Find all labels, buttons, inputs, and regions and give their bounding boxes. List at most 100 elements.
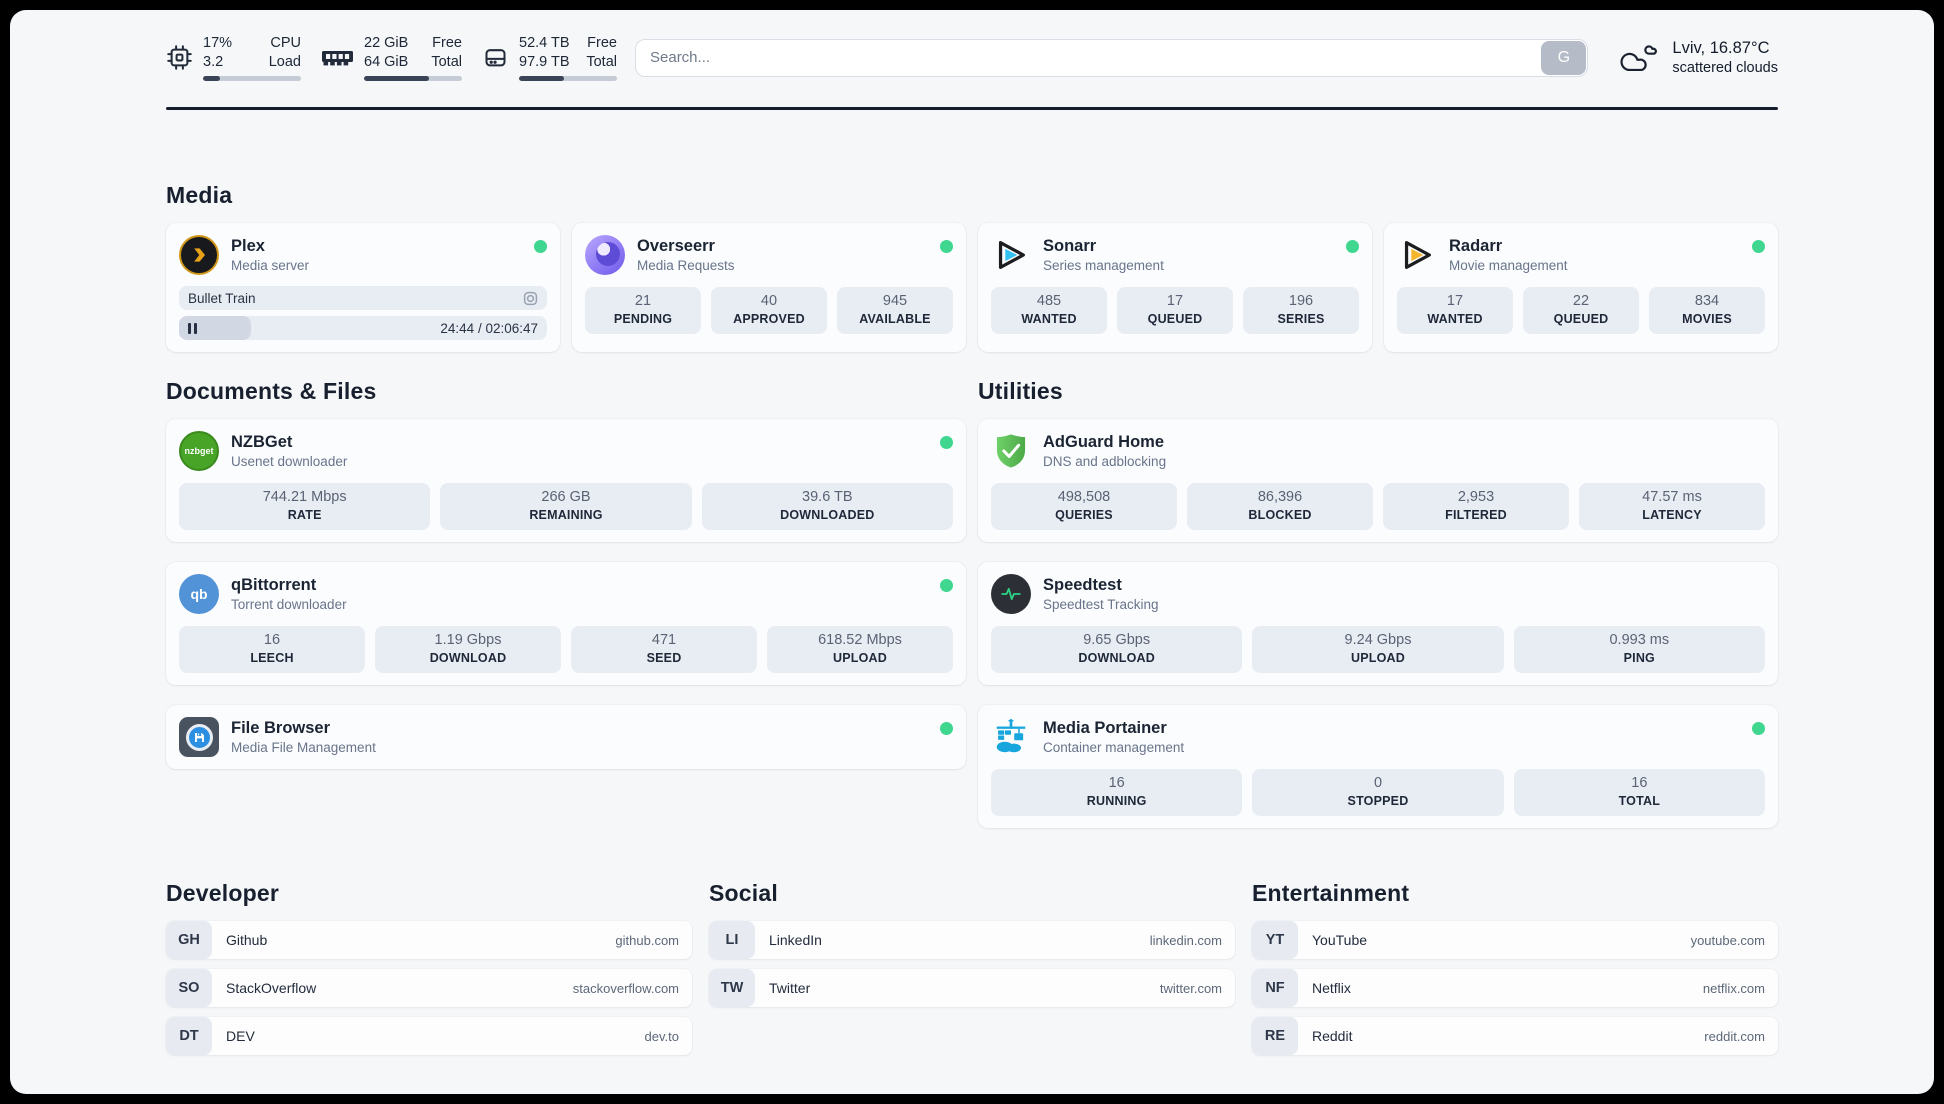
search-input[interactable] bbox=[635, 38, 1589, 77]
section-title-entertainment: Entertainment bbox=[1252, 880, 1410, 906]
stat-box: 196 SERIES bbox=[1243, 287, 1359, 334]
stat-label: BLOCKED bbox=[1248, 508, 1312, 522]
stat-box: 21 PENDING bbox=[585, 287, 701, 334]
bookmark-youtube[interactable]: YT YouTube youtube.com bbox=[1252, 921, 1778, 959]
stat-box: 39.6 TB DOWNLOADED bbox=[701, 483, 953, 530]
stat-value: 16 bbox=[1631, 775, 1648, 791]
status-dot bbox=[940, 722, 953, 735]
stat-box: 945 AVAILABLE bbox=[837, 287, 953, 334]
service-title: NZBGet bbox=[231, 433, 293, 451]
card-sonarr[interactable]: Sonarr Series management 485 WANTED 17 Q… bbox=[978, 223, 1372, 352]
search-form: G bbox=[635, 38, 1589, 77]
stat-value: 744.21 Mbps bbox=[262, 489, 347, 505]
memory-free-value: 22 GiB bbox=[364, 35, 409, 51]
section-utilities: Utilities AdGuard Home bbox=[978, 378, 1778, 828]
stat-value: 17 bbox=[1446, 293, 1464, 309]
search-provider-button[interactable]: G bbox=[1541, 40, 1587, 75]
weather-widget: Lviv, 16.87°C scattered clouds bbox=[1618, 38, 1778, 78]
speedtest-icon bbox=[991, 574, 1031, 614]
card-plex[interactable]: Plex Media server Bullet Train bbox=[166, 223, 560, 352]
disk-free-value: 52.4 TB bbox=[519, 35, 570, 51]
service-title: Sonarr bbox=[1043, 237, 1097, 255]
disk-free-label: Free bbox=[587, 35, 617, 51]
stat-box: 16 TOTAL bbox=[1513, 769, 1765, 816]
card-filebrowser[interactable]: File Browser Media File Management bbox=[166, 705, 966, 769]
stat-box: 47.57 ms LATENCY bbox=[1579, 483, 1765, 530]
status-dot bbox=[940, 240, 953, 253]
bookmark-name: Twitter bbox=[769, 980, 811, 996]
bookmark-reddit[interactable]: RE Reddit reddit.com bbox=[1252, 1017, 1778, 1055]
service-subtitle: Torrent downloader bbox=[231, 597, 347, 612]
stat-label: LEECH bbox=[250, 651, 294, 665]
stat-label: STOPPED bbox=[1347, 794, 1409, 808]
disk-icon bbox=[482, 44, 509, 71]
memory-free-label: Free bbox=[432, 35, 462, 51]
bookmark-abbr: LI bbox=[709, 921, 755, 959]
status-dot bbox=[940, 436, 953, 449]
stat-label: QUEUED bbox=[1147, 312, 1203, 326]
bookmark-github[interactable]: GH Github github.com bbox=[166, 921, 692, 959]
stat-label: WANTED bbox=[1021, 312, 1077, 326]
stat-box: 744.21 Mbps RATE bbox=[179, 483, 431, 530]
service-subtitle: Media File Management bbox=[231, 740, 376, 755]
status-dot bbox=[1346, 240, 1359, 253]
stat-label: TOTAL bbox=[1618, 794, 1661, 808]
bookmark-linkedin[interactable]: LI LinkedIn linkedin.com bbox=[709, 921, 1235, 959]
sonarr-icon bbox=[991, 235, 1031, 275]
stat-value: 21 bbox=[634, 293, 652, 309]
stat-box: 485 WANTED bbox=[991, 287, 1107, 334]
card-adguard[interactable]: AdGuard Home DNS and adblocking 498,508 … bbox=[978, 419, 1778, 542]
status-dot bbox=[1752, 240, 1765, 253]
stat-box: 17 QUEUED bbox=[1117, 287, 1233, 334]
card-nzbget[interactable]: nzbget NZBGet Usenet downloader 744.21 M… bbox=[166, 419, 966, 542]
service-title: Radarr bbox=[1449, 237, 1503, 255]
bookmark-dev[interactable]: DT DEV dev.to bbox=[166, 1017, 692, 1055]
stat-box: 17 WANTED bbox=[1397, 287, 1513, 334]
card-radarr[interactable]: Radarr Movie management 17 WANTED 22 QUE… bbox=[1384, 223, 1778, 352]
service-subtitle: DNS and adblocking bbox=[1043, 454, 1167, 469]
bookmark-stackoverflow[interactable]: SO StackOverflow stackoverflow.com bbox=[166, 969, 692, 1007]
card-speedtest[interactable]: Speedtest Speedtest Tracking 9.65 Gbps D… bbox=[978, 562, 1778, 685]
bookmark-abbr: GH bbox=[166, 921, 212, 959]
bookmark-url: github.com bbox=[615, 932, 679, 948]
section-media: Media Plex Media server Bullet Train bbox=[166, 182, 1778, 352]
service-title: Overseerr bbox=[637, 237, 715, 255]
radarr-icon bbox=[1397, 235, 1437, 275]
cpu-usage-value: 17% bbox=[203, 35, 233, 51]
card-overseerr[interactable]: Overseerr Media Requests 21 PENDING 40 A… bbox=[572, 223, 966, 352]
stat-value: 16 bbox=[1108, 775, 1125, 791]
stat-box: 16 RUNNING bbox=[991, 769, 1243, 816]
card-portainer[interactable]: Media Portainer Container management 16 … bbox=[978, 705, 1778, 828]
service-subtitle: Series management bbox=[1043, 258, 1164, 273]
top-bar: 17% CPU 3.2 Load bbox=[166, 34, 1778, 81]
stat-box: 9.65 Gbps DOWNLOAD bbox=[991, 626, 1243, 673]
stat-label: FILTERED bbox=[1445, 508, 1507, 522]
stat-box: 86,396 BLOCKED bbox=[1187, 483, 1373, 530]
stat-label: AVAILABLE bbox=[859, 312, 931, 326]
session-view-icon[interactable] bbox=[523, 291, 538, 306]
service-title: AdGuard Home bbox=[1043, 433, 1165, 451]
now-playing-progress: 24:44 / 02:06:47 bbox=[179, 316, 547, 340]
bookmark-url: youtube.com bbox=[1690, 932, 1765, 948]
now-playing-title: Bullet Train bbox=[188, 290, 256, 306]
stat-value: 0.993 ms bbox=[1609, 632, 1670, 648]
bookmark-group-entertainment: Entertainment YT YouTube youtube.com NF … bbox=[1252, 880, 1778, 1065]
stat-box: 266 GB REMAINING bbox=[440, 483, 692, 530]
stat-box: 834 MOVIES bbox=[1649, 287, 1765, 334]
portainer-icon bbox=[991, 717, 1031, 757]
stat-value: 834 bbox=[1694, 293, 1720, 309]
nzbget-icon: nzbget bbox=[179, 431, 219, 471]
bookmark-abbr: YT bbox=[1252, 921, 1298, 959]
stat-label: WANTED bbox=[1427, 312, 1483, 326]
bookmark-netflix[interactable]: NF Netflix netflix.com bbox=[1252, 969, 1778, 1007]
status-dot bbox=[1752, 722, 1765, 735]
stat-label: UPLOAD bbox=[1351, 651, 1405, 665]
stat-label: UPLOAD bbox=[833, 651, 887, 665]
dashboard-page: 17% CPU 3.2 Load bbox=[10, 10, 1934, 1094]
service-title: File Browser bbox=[231, 719, 331, 737]
memory-progress-bar bbox=[364, 76, 462, 81]
playback-time: 24:44 / 02:06:47 bbox=[440, 320, 538, 336]
bookmark-url: twitter.com bbox=[1159, 980, 1222, 996]
bookmark-twitter[interactable]: TW Twitter twitter.com bbox=[709, 969, 1235, 1007]
card-qbittorrent[interactable]: qb qBittorrent Torrent downloader 16 LEE… bbox=[166, 562, 966, 685]
